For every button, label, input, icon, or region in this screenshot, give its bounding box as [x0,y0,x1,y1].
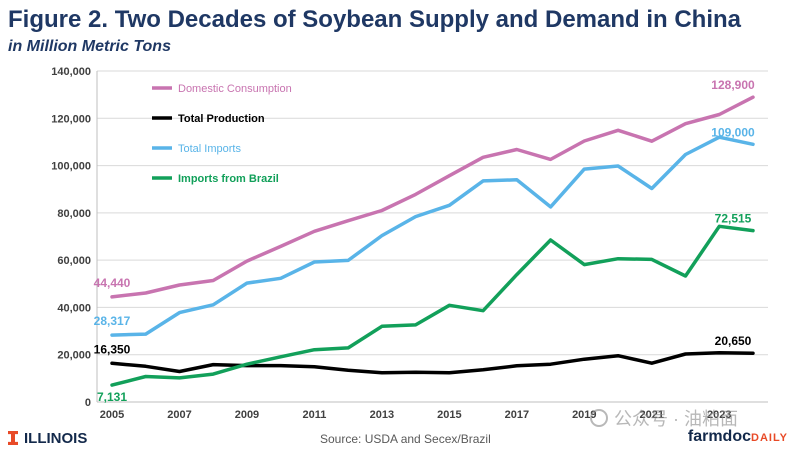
data-label: 109,000 [711,125,755,139]
data-label: 72,515 [715,212,752,226]
data-label: 44,440 [94,276,131,290]
x-tick-label: 2009 [235,409,259,421]
x-tick-label: 2007 [167,409,191,421]
x-tick-label: 2015 [437,409,461,421]
farmdoc-logo: farmdocDAILY [688,428,788,446]
y-tick-label: 40,000 [57,302,91,314]
farmdoc-logo-daily: DAILY [751,432,788,444]
legend-label: Imports from Brazil [178,173,279,185]
farmdoc-logo-text: farmdoc [687,428,751,445]
x-tick-label: 2013 [370,409,394,421]
data-label: 28,317 [94,314,131,328]
data-label: 128,900 [711,78,755,92]
watermark: 公众号 · 油粕面 [590,405,738,431]
wechat-icon [590,409,608,427]
y-tick-label: 60,000 [57,255,91,267]
x-tick-label: 2023 [707,409,731,421]
illinois-block-i-icon [8,431,18,445]
legend-label: Total Imports [178,143,241,155]
x-tick-label: 2011 [302,409,326,421]
series-line-2 [110,135,755,337]
legend-label: Total Production [178,113,265,125]
y-tick-label: 20,000 [57,350,91,362]
illinois-logo-text: ILLINOIS [24,429,88,447]
chart-subtitle: in Million Metric Tons [8,38,171,55]
series-line-3 [110,224,755,387]
data-label: 7,131 [97,390,127,404]
illinois-logo: ILLINOIS [8,429,87,447]
y-tick-label: 120,000 [51,113,91,125]
y-tick-label: 140,000 [51,66,91,78]
series-line-0 [110,95,755,299]
y-tick-label: 100,000 [51,161,91,173]
x-tick-label: 2005 [100,409,124,421]
y-tick-label: 0 [85,397,91,409]
legend-label: Domestic Consumption [178,83,292,95]
x-tick-label: 2017 [505,409,529,421]
x-tick-label: 2021 [640,409,664,421]
y-tick-label: 80,000 [57,208,91,220]
watermark-text: 公众号 · 油粕面 [614,409,738,429]
data-label: 16,350 [94,342,131,356]
data-label: 20,650 [715,334,752,348]
series-line-1 [110,351,755,375]
source-note: Source: USDA and Secex/Brazil [320,432,491,446]
chart-title: Figure 2. Two Decades of Soybean Supply … [8,6,742,33]
